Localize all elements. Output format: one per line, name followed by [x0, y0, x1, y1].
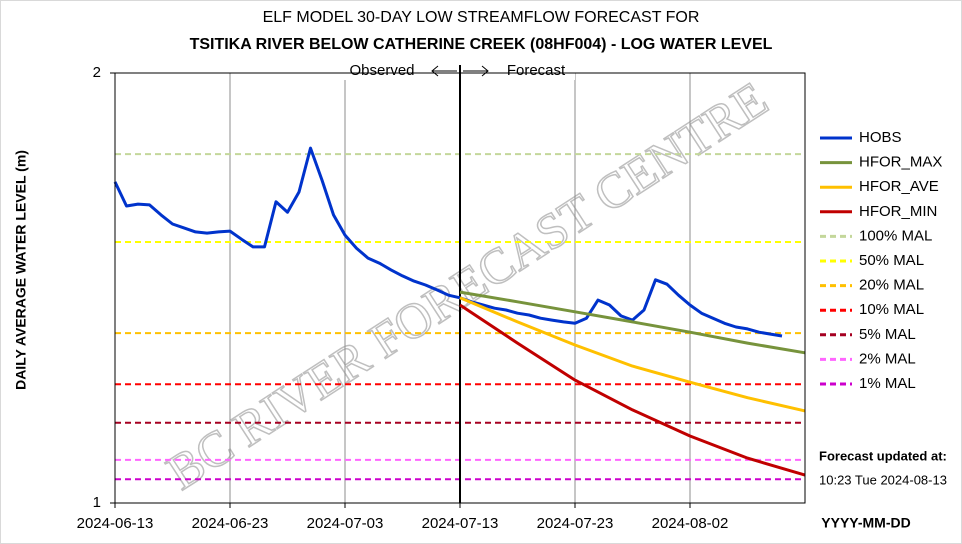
- x-tick-label: 2024-07-13: [422, 515, 499, 532]
- chart-subtitle: TSITIKA RIVER BELOW CATHERINE CREEK (08H…: [190, 36, 773, 53]
- series-line: [459, 296, 806, 413]
- legend-label: 5% MAL: [859, 326, 916, 343]
- plot-border: [114, 72, 806, 504]
- forecast-label: Forecast: [507, 62, 566, 79]
- legend-label: 10% MAL: [859, 301, 924, 318]
- legend-label: 100% MAL: [859, 227, 932, 244]
- legend-label: 20% MAL: [859, 277, 924, 294]
- series-line: [113, 146, 783, 338]
- legend-label: HOBS: [859, 129, 902, 146]
- annotation-bg: [497, 62, 575, 80]
- x-tick-label: 2024-08-02: [652, 515, 729, 532]
- x-axis-label: YYYY-MM-DD: [821, 515, 910, 531]
- annotation-bg: [340, 62, 426, 80]
- chart-title: ELF MODEL 30-DAY LOW STREAMFLOW FORECAST…: [263, 9, 700, 26]
- update-label: Forecast updated at:: [819, 448, 947, 463]
- arrow: [463, 65, 489, 77]
- y-tick-label: 1: [93, 494, 101, 511]
- x-tick-label: 2024-07-03: [307, 515, 384, 532]
- x-tick-label: 2024-07-23: [537, 515, 614, 532]
- x-tick-label: 2024-06-13: [77, 515, 154, 532]
- legend-label: HFOR_AVE: [859, 178, 939, 195]
- legend-label: 2% MAL: [859, 350, 916, 367]
- update-time: 10:23 Tue 2024-08-13: [819, 472, 947, 487]
- arrow: [431, 65, 457, 77]
- observed-label: Observed: [349, 62, 414, 79]
- y-axis-label: DAILY AVERAGE WATER LEVEL (m): [13, 150, 29, 390]
- legend-label: 50% MAL: [859, 252, 924, 269]
- legend-label: HFOR_MIN: [859, 203, 937, 220]
- series-line: [459, 290, 806, 355]
- legend-label: 1% MAL: [859, 375, 916, 392]
- y-tick-label: 2: [93, 64, 101, 81]
- x-tick-label: 2024-06-23: [192, 515, 269, 532]
- series-line: [459, 303, 806, 477]
- legend-label: HFOR_MAX: [859, 154, 942, 171]
